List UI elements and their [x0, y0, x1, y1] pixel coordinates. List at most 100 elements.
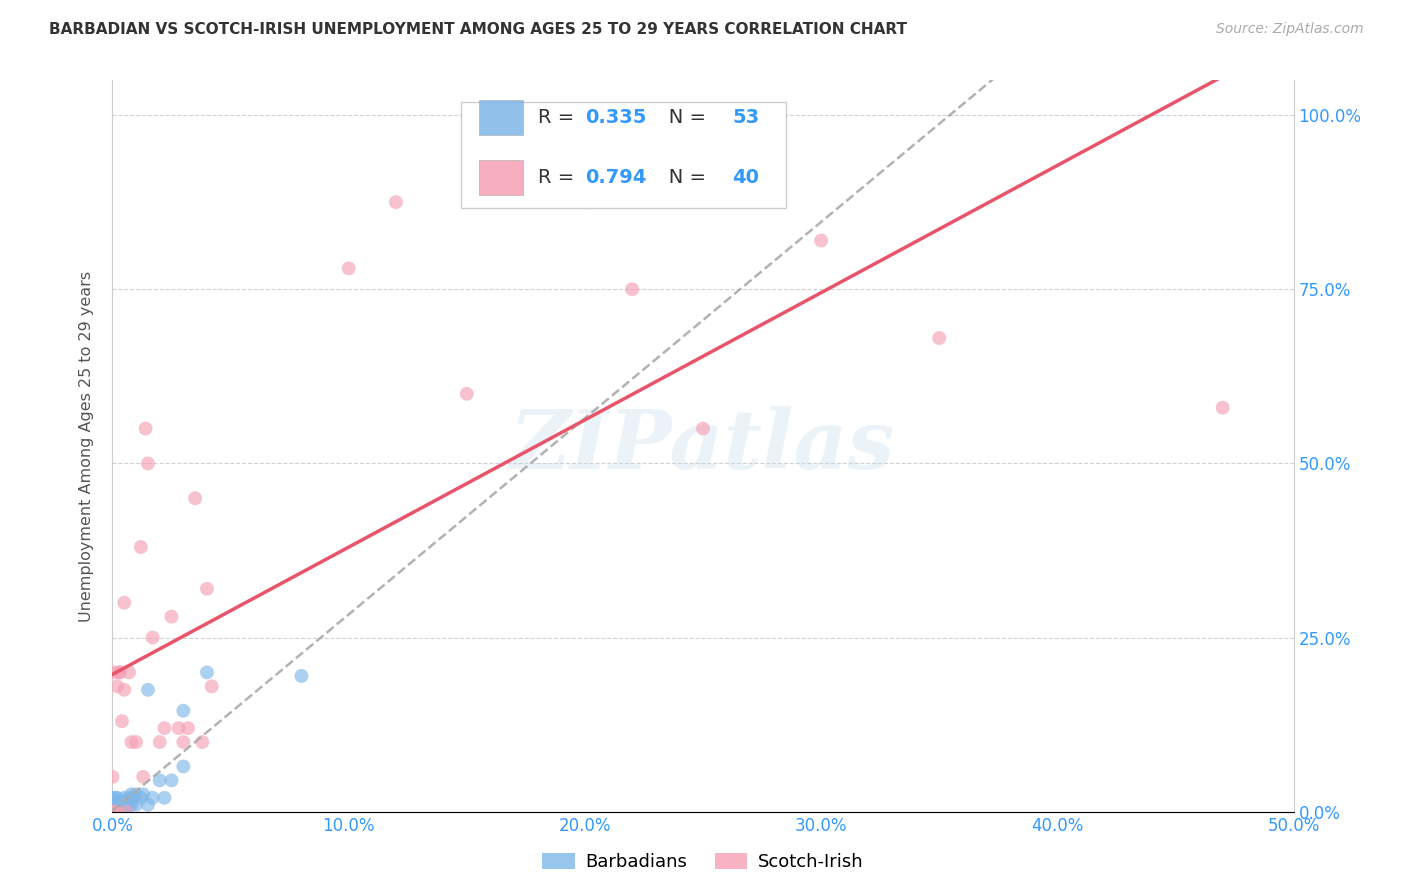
Point — [101, 805, 124, 819]
Point — [928, 331, 950, 345]
Point — [101, 805, 124, 819]
Point — [108, 805, 131, 819]
Text: Source: ZipAtlas.com: Source: ZipAtlas.com — [1216, 22, 1364, 37]
Point — [142, 790, 165, 805]
Point — [101, 797, 124, 812]
Point — [810, 234, 832, 248]
Text: 0.335: 0.335 — [585, 108, 647, 127]
Text: BARBADIAN VS SCOTCH-IRISH UNEMPLOYMENT AMONG AGES 25 TO 29 YEARS CORRELATION CHA: BARBADIAN VS SCOTCH-IRISH UNEMPLOYMENT A… — [49, 22, 907, 37]
Text: ZIPatlas: ZIPatlas — [510, 406, 896, 486]
Point — [120, 735, 142, 749]
Point — [112, 596, 135, 610]
Point — [101, 794, 124, 808]
Point — [167, 721, 190, 735]
Point — [290, 669, 312, 683]
Text: R =: R = — [537, 168, 581, 187]
Point — [136, 457, 159, 471]
Point — [101, 770, 124, 784]
Y-axis label: Unemployment Among Ages 25 to 29 years: Unemployment Among Ages 25 to 29 years — [79, 270, 94, 622]
Point — [115, 805, 138, 819]
Point — [1212, 401, 1234, 415]
Point — [101, 805, 124, 819]
Text: N =: N = — [650, 108, 711, 127]
FancyBboxPatch shape — [478, 100, 523, 136]
Point — [177, 721, 200, 735]
Point — [692, 421, 714, 435]
Point — [104, 665, 127, 680]
Point — [112, 790, 135, 805]
Point — [104, 797, 127, 812]
Point — [456, 386, 478, 401]
FancyBboxPatch shape — [461, 103, 786, 209]
Point — [101, 790, 124, 805]
Point — [172, 759, 194, 773]
Point — [101, 805, 124, 819]
Point — [120, 787, 142, 801]
Point — [108, 801, 131, 815]
Point — [108, 665, 131, 680]
Point — [621, 282, 644, 296]
Point — [108, 797, 131, 812]
Point — [101, 805, 124, 819]
Text: 0.794: 0.794 — [585, 168, 647, 187]
Point — [142, 631, 165, 645]
Text: 53: 53 — [733, 108, 759, 127]
Point — [101, 797, 124, 812]
Point — [104, 805, 127, 819]
Point — [526, 108, 548, 122]
Point — [112, 797, 135, 812]
Point — [101, 799, 124, 814]
Point — [125, 787, 148, 801]
Point — [104, 801, 127, 815]
Point — [149, 773, 172, 788]
Point — [112, 682, 135, 697]
Point — [105, 797, 128, 812]
Point — [160, 773, 183, 788]
Point — [104, 790, 127, 805]
Point — [101, 801, 124, 815]
Point — [195, 665, 218, 680]
Point — [111, 801, 134, 815]
Point — [101, 805, 124, 819]
Point — [112, 805, 135, 819]
Point — [118, 790, 141, 805]
Point — [111, 714, 134, 728]
Point — [120, 797, 142, 812]
Point — [574, 195, 596, 210]
Point — [101, 805, 124, 819]
Point — [191, 735, 214, 749]
Point — [104, 805, 127, 819]
Point — [172, 704, 194, 718]
Point — [129, 790, 152, 805]
FancyBboxPatch shape — [478, 160, 523, 195]
Text: N =: N = — [650, 168, 711, 187]
Point — [136, 797, 159, 812]
Point — [172, 735, 194, 749]
Point — [153, 790, 176, 805]
Text: R =: R = — [537, 108, 581, 127]
Point — [105, 805, 128, 819]
Point — [149, 735, 172, 749]
Point — [105, 805, 128, 819]
Point — [195, 582, 218, 596]
Point — [201, 679, 224, 693]
Point — [115, 801, 138, 815]
Point — [111, 794, 134, 808]
Point — [118, 797, 141, 812]
Point — [153, 721, 176, 735]
Point — [337, 261, 360, 276]
Point — [385, 195, 408, 210]
Point — [136, 682, 159, 697]
Point — [105, 679, 128, 693]
Point — [184, 491, 207, 506]
Point — [118, 665, 141, 680]
Point — [129, 540, 152, 554]
Point — [104, 805, 127, 819]
Point — [101, 805, 124, 819]
Point — [115, 794, 138, 808]
Point — [122, 790, 145, 805]
Point — [160, 609, 183, 624]
Point — [132, 770, 155, 784]
Legend: Barbadians, Scotch-Irish: Barbadians, Scotch-Irish — [536, 846, 870, 879]
Point — [135, 421, 157, 435]
